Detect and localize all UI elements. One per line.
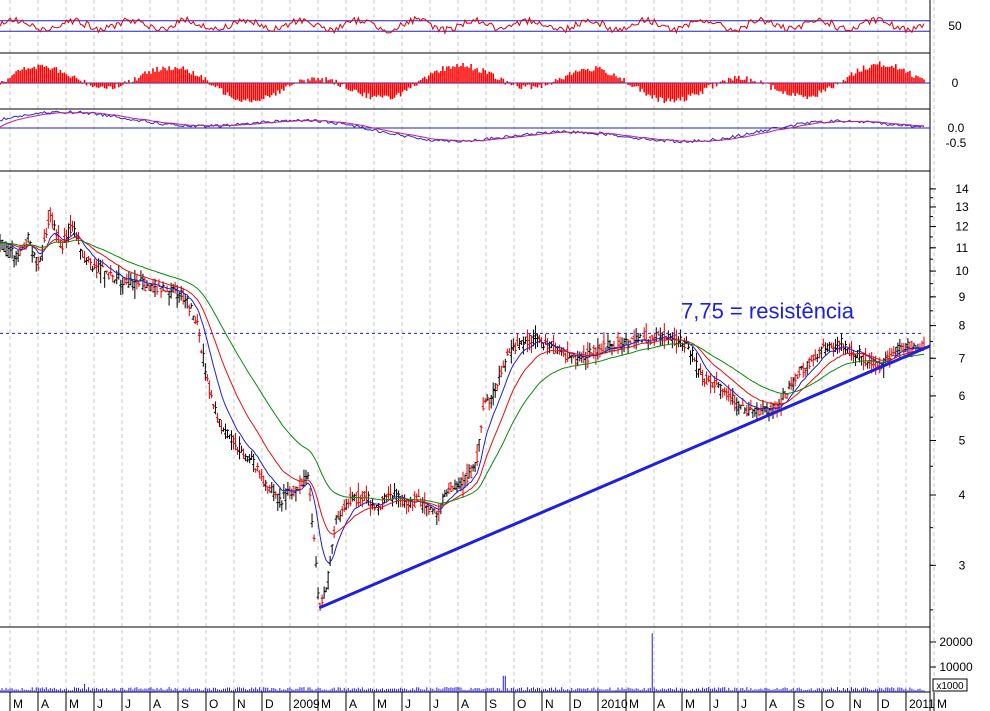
volume-tick-label: 10000 — [939, 660, 973, 674]
month-label: J — [405, 697, 411, 711]
indicator3-signal-line — [0, 111, 925, 143]
price-tick-label: 9 — [959, 290, 966, 304]
month-label: M — [13, 697, 23, 711]
month-label: M — [685, 697, 695, 711]
month-label: 2009 — [293, 697, 320, 711]
indicator3-tick-label: -0.5 — [946, 136, 967, 150]
price-tick-label: 7 — [959, 351, 966, 365]
moving-average-short — [0, 232, 925, 564]
support-trendline — [318, 344, 931, 610]
price-tick-label: 3 — [959, 558, 966, 572]
moving-average-medium — [0, 236, 925, 535]
moving-average-long — [0, 239, 925, 504]
volume-bars — [0, 633, 925, 692]
month-label: A — [153, 697, 161, 711]
month-label: A — [349, 697, 357, 711]
month-label: D — [265, 697, 274, 711]
indicator3-tick-label: 0.0 — [948, 121, 965, 135]
price-tick-label: 14 — [955, 182, 969, 196]
price-tick-label: 10 — [955, 264, 969, 278]
month-label: M — [937, 697, 947, 711]
price-tick-label: 12 — [955, 220, 969, 234]
month-label: M — [321, 697, 331, 711]
indicator2-tick-label: 0 — [952, 76, 959, 90]
month-label: J — [433, 697, 439, 711]
price-bars — [0, 207, 926, 612]
month-gridlines — [9, 0, 935, 692]
price-tick-label: 13 — [955, 200, 969, 214]
indicator1-tick-label: 50 — [948, 19, 962, 33]
volume-unit-box — [932, 678, 968, 692]
month-label: J — [713, 697, 719, 711]
month-label: O — [517, 697, 526, 711]
month-label: J — [741, 697, 747, 711]
month-label: M — [629, 697, 639, 711]
indicator2-histogram — [0, 61, 925, 104]
price-tick-label: 5 — [959, 433, 966, 447]
indicator3-line — [0, 110, 925, 144]
month-label: N — [853, 697, 862, 711]
month-label: A — [41, 697, 49, 711]
volume-tick-label: 20000 — [939, 635, 973, 649]
month-label: S — [797, 697, 805, 711]
month-label: D — [573, 697, 582, 711]
month-label: J — [97, 697, 103, 711]
month-axis: M A M J J A S O N D 2009 M A M J J A S O N D 2010 M A M J J A S O N D 20… — [9, 692, 947, 711]
month-label: A — [657, 697, 665, 711]
indicator1-line — [0, 15, 925, 35]
month-label: N — [237, 697, 246, 711]
month-label: A — [769, 697, 777, 711]
price-tick-label: 4 — [959, 488, 966, 502]
month-label: J — [125, 697, 131, 711]
month-label: S — [489, 697, 497, 711]
resistance-annotation: 7,75 = resistência — [681, 298, 855, 323]
price-tick-label: 6 — [959, 389, 966, 403]
price-tick-label: 11 — [956, 241, 969, 255]
month-label: 2010 — [601, 697, 628, 711]
month-label: A — [461, 697, 469, 711]
month-label: M — [377, 697, 387, 711]
volume-unit-label: x1000 — [936, 681, 964, 692]
month-label: M — [69, 697, 79, 711]
month-label: O — [825, 697, 834, 711]
price-tick-label: 8 — [959, 319, 966, 333]
month-label: 2011 — [909, 697, 935, 711]
month-label: O — [209, 697, 218, 711]
month-label: S — [181, 697, 189, 711]
price-axis: 3 4 5 6 7 8 9 10 11 12 13 14 — [930, 182, 969, 611]
month-label: D — [881, 697, 890, 711]
month-label: N — [545, 697, 554, 711]
